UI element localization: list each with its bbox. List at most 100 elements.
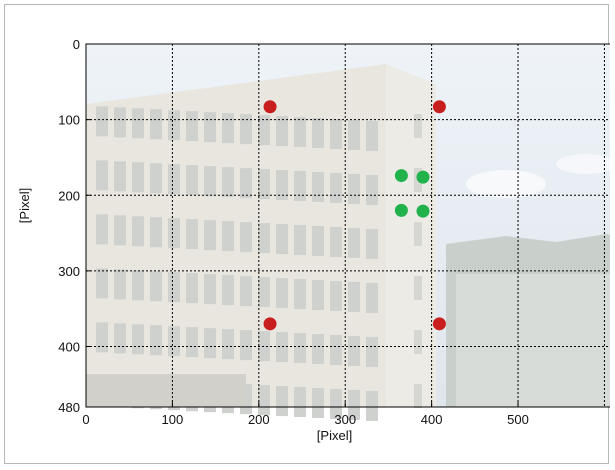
building-window (96, 106, 108, 137)
building-window (414, 330, 422, 354)
building-facade-side (386, 64, 436, 407)
building-window (114, 323, 126, 354)
building-window (312, 388, 324, 419)
building-window (240, 168, 252, 199)
building-window (366, 228, 378, 259)
building-window (168, 326, 180, 357)
building-window (132, 270, 144, 301)
building-window (348, 389, 360, 420)
building-window (330, 334, 342, 365)
y-tick-label: 400 (58, 340, 80, 355)
building-window (240, 276, 252, 307)
building-window (258, 277, 270, 308)
building-window (96, 214, 108, 245)
building-window (348, 173, 360, 204)
building-window (96, 160, 108, 191)
x-tick-label: 300 (334, 412, 356, 427)
building-window (312, 280, 324, 311)
building-window (312, 334, 324, 365)
building-facade-front (86, 64, 386, 407)
x-tick-label: 400 (421, 412, 443, 427)
building-window (414, 384, 422, 408)
cloud (556, 154, 610, 174)
x-tick-label: 200 (248, 412, 270, 427)
building-window (204, 274, 216, 305)
y-tick-label: 300 (58, 264, 80, 279)
building-window (258, 223, 270, 254)
y-axis-label: [Pixel] (17, 188, 32, 223)
green-data-point (416, 170, 430, 184)
building-window (132, 324, 144, 355)
building-window (276, 116, 288, 147)
building-window (222, 167, 234, 198)
ground-area (456, 274, 610, 407)
building-window (132, 216, 144, 247)
x-axis-ticks: 0100200300400500640 (82, 402, 529, 427)
building-window (366, 336, 378, 367)
red-data-point (263, 317, 277, 331)
building-window (150, 109, 162, 140)
building-window (186, 165, 198, 196)
red-data-point (432, 317, 446, 331)
building-window (258, 169, 270, 200)
building-window (168, 272, 180, 303)
building-window (132, 108, 144, 139)
building-window (366, 390, 378, 421)
cloud (466, 170, 546, 198)
building-window (276, 170, 288, 201)
building-window (114, 161, 126, 192)
building-window (204, 328, 216, 359)
building-window (276, 386, 288, 417)
red-data-point (263, 100, 277, 114)
plot-area-border (85, 43, 610, 408)
building-window (114, 215, 126, 246)
building-photo-background (86, 44, 610, 421)
building-window (330, 226, 342, 257)
building-window (204, 166, 216, 197)
building-window (168, 218, 180, 249)
building-window (240, 330, 252, 361)
building-window (294, 279, 306, 310)
building-window (150, 163, 162, 194)
building-window (330, 172, 342, 203)
building-window (204, 220, 216, 251)
building-window (96, 322, 108, 353)
data-points (263, 100, 446, 331)
y-tick-label: 0 (73, 37, 80, 52)
building-window (204, 112, 216, 143)
building-window (294, 171, 306, 202)
y-tick-label: 200 (58, 188, 80, 203)
building-window (222, 221, 234, 252)
building-window (240, 114, 252, 145)
red-data-point (432, 100, 446, 114)
building-window (414, 276, 422, 300)
x-tick-label: 100 (162, 412, 184, 427)
building-window (96, 268, 108, 299)
y-tick-label: 480 (58, 400, 80, 415)
building-window (222, 275, 234, 306)
building-window (276, 224, 288, 255)
building-window (312, 172, 324, 203)
y-axis-ticks: 0 100 200 300 400 480 (58, 37, 91, 415)
building-window (294, 333, 306, 364)
building-window (348, 335, 360, 366)
building-window (348, 227, 360, 258)
building-window (348, 119, 360, 150)
building-window (294, 225, 306, 256)
x-tick-label: 500 (507, 412, 529, 427)
building-window (222, 329, 234, 360)
building-window (258, 385, 270, 416)
building-window (150, 271, 162, 302)
building-window (186, 273, 198, 304)
building-window (414, 222, 422, 246)
building-window (114, 107, 126, 138)
y-tick-label: 100 (58, 113, 80, 128)
green-data-point (416, 204, 430, 218)
building-window (114, 269, 126, 300)
building-window (366, 174, 378, 205)
building-window (168, 164, 180, 195)
building-window (294, 117, 306, 148)
building-window (240, 222, 252, 253)
building-window (150, 217, 162, 248)
